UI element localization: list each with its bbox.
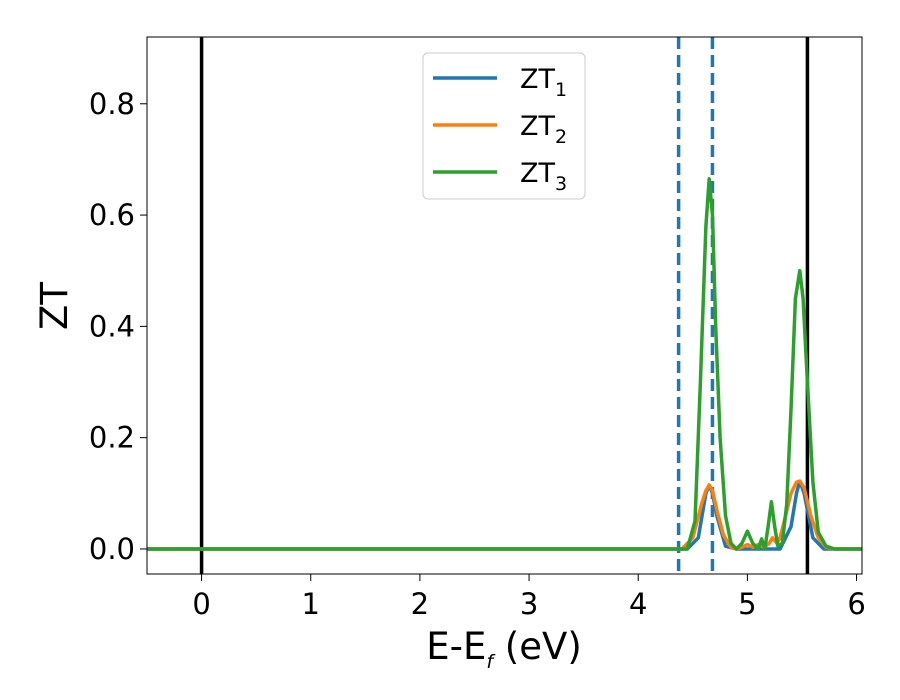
series-line-zt3 bbox=[147, 177, 862, 551]
x-tick-label: 1 bbox=[302, 587, 320, 621]
x-axis-label: E-Ef (eV) bbox=[426, 625, 582, 673]
x-tick-label: 5 bbox=[738, 587, 756, 621]
legend-label-main: ZT bbox=[520, 158, 555, 189]
vertical-lines bbox=[199, 37, 810, 574]
y-tick-label: 0.6 bbox=[89, 198, 135, 232]
legend-label-zt2: ZT2 bbox=[520, 111, 567, 148]
y-axis: 0.0 0.2 0.4 0.6 0.8 bbox=[89, 87, 147, 566]
plot-frame bbox=[146, 36, 863, 575]
legend-label-subscript: 3 bbox=[555, 173, 567, 195]
legend-label-zt3: ZT3 bbox=[520, 158, 567, 195]
y-tick-label: 0.2 bbox=[89, 421, 135, 455]
x-tick-label: 4 bbox=[629, 587, 647, 621]
legend-label-main: ZT bbox=[520, 111, 555, 142]
legend-label-subscript: 2 bbox=[555, 126, 567, 148]
y-tick-label: 0.4 bbox=[89, 309, 135, 343]
x-tick-label: 3 bbox=[520, 587, 538, 621]
y-axis-label: ZT bbox=[33, 282, 76, 330]
legend-label-main: ZT bbox=[520, 64, 555, 95]
x-tick-label: 0 bbox=[192, 587, 210, 621]
series-lines bbox=[147, 177, 862, 551]
legend-label-subscript: 1 bbox=[555, 79, 567, 101]
x-axis: 0 1 2 3 4 5 6 bbox=[192, 574, 866, 621]
y-tick-label: 0.0 bbox=[89, 532, 135, 566]
x-tick-label: 2 bbox=[411, 587, 429, 621]
x-tick-label: 6 bbox=[847, 587, 865, 621]
legend-box bbox=[422, 52, 586, 200]
y-tick-label: 0.8 bbox=[89, 87, 135, 121]
legend-label-zt1: ZT1 bbox=[520, 64, 567, 101]
